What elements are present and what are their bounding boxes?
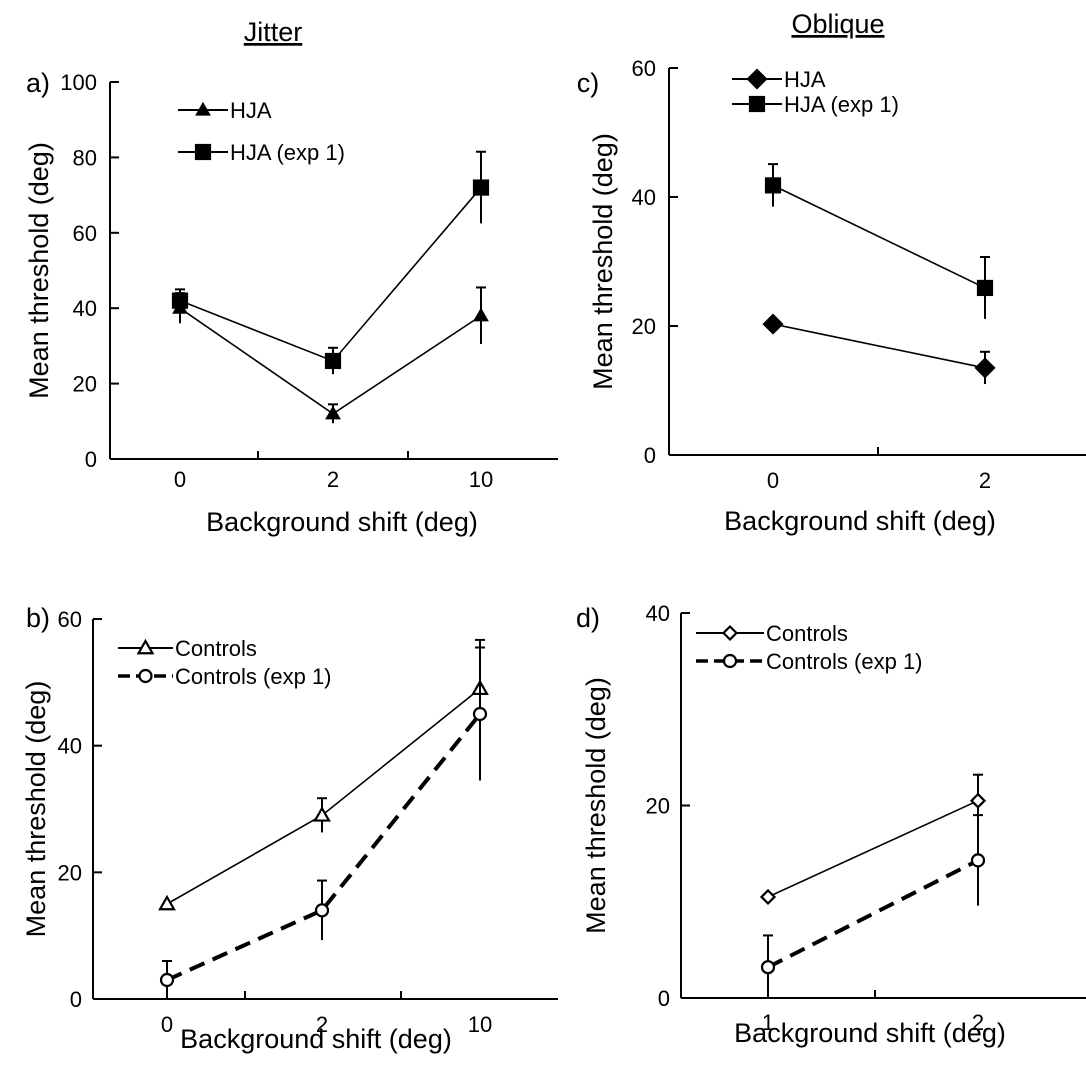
y-tick-label: 40 <box>632 185 656 210</box>
series-0 <box>762 313 996 385</box>
x-axis-label: Background shift (deg) <box>734 1018 1006 1048</box>
legend-label: Controls (exp 1) <box>175 664 332 689</box>
legend-label: HJA (exp 1) <box>784 92 899 117</box>
y-tick-label: 20 <box>73 372 97 397</box>
x-tick-label: 10 <box>468 1012 492 1037</box>
series-1 <box>171 150 490 375</box>
legend-marker <box>721 624 739 642</box>
series-1 <box>764 163 994 319</box>
legend-label: HJA <box>784 67 826 92</box>
legend-marker <box>138 668 153 684</box>
legend-marker <box>722 653 738 669</box>
panel-letter: d) <box>576 603 600 633</box>
x-axis-label: Background shift (deg) <box>180 1024 452 1054</box>
y-tick-label: 20 <box>58 860 82 885</box>
data-point <box>159 972 175 988</box>
y-tick-label: 20 <box>646 794 670 819</box>
x-tick-label: 1 <box>762 1010 774 1035</box>
legend-label: Controls (exp 1) <box>766 649 923 674</box>
x-tick-label: 2 <box>979 468 991 493</box>
series-line <box>772 184 986 289</box>
data-point <box>976 279 994 297</box>
data-point <box>472 706 488 722</box>
x-tick-label: 2 <box>327 467 339 492</box>
y-tick-label: 0 <box>85 447 97 472</box>
data-point <box>158 894 176 911</box>
series-line <box>767 858 979 969</box>
column-title-oblique: Oblique <box>791 9 884 39</box>
data-point <box>472 179 490 196</box>
y-axis-label: Mean threshold (deg) <box>21 681 51 938</box>
data-point <box>764 177 782 194</box>
panel-b: b) 0 20 40 60 0 2 10 Background shift (deg) Mean … <box>21 603 558 1054</box>
y-tick-label: 40 <box>646 601 670 626</box>
data-point <box>974 357 996 379</box>
panel-c: c) 0 20 40 60 0 2 Background shift (deg) Mean th… <box>577 56 1086 536</box>
legend-marker <box>748 95 766 113</box>
data-point <box>171 292 189 309</box>
legend-marker <box>195 101 211 116</box>
legend-label: HJA <box>230 98 272 123</box>
x-tick-label: 2 <box>972 1010 984 1035</box>
x-axis-label: Background shift (deg) <box>206 507 478 537</box>
x-tick-label: 0 <box>161 1012 173 1037</box>
panel-letter: a) <box>26 68 50 98</box>
series-line <box>772 323 986 369</box>
data-point <box>760 960 776 975</box>
y-tick-label: 20 <box>632 314 656 339</box>
data-point <box>969 792 987 809</box>
y-tick-label: 0 <box>658 986 670 1011</box>
y-axis-label: Mean threshold (deg) <box>24 142 54 399</box>
data-point <box>970 853 986 868</box>
data-point <box>314 903 330 918</box>
data-point <box>762 313 784 335</box>
x-axis-label: Background shift (deg) <box>724 506 996 536</box>
data-point <box>324 352 342 370</box>
legend-marker <box>136 638 155 655</box>
data-point <box>759 888 777 905</box>
series-0 <box>759 773 987 905</box>
y-tick-label: 60 <box>58 607 82 632</box>
series-1 <box>159 646 488 999</box>
y-axis-label: Mean threshold (deg) <box>588 133 618 390</box>
panel-letter: c) <box>577 68 600 98</box>
legend-label: HJA (exp 1) <box>230 140 345 165</box>
x-tick-label: 0 <box>767 468 779 493</box>
y-tick-label: 60 <box>73 221 97 246</box>
column-title-jitter: Jitter <box>244 17 303 47</box>
series-line <box>166 712 482 982</box>
data-point <box>325 405 341 420</box>
y-tick-label: 40 <box>73 296 97 321</box>
x-tick-label: 0 <box>174 467 186 492</box>
legend-label: Controls <box>766 621 848 646</box>
legend-marker <box>194 143 212 161</box>
legend-marker <box>746 68 768 90</box>
y-tick-label: 40 <box>58 734 82 759</box>
y-axis-label: Mean threshold (deg) <box>581 677 611 934</box>
panel-letter: b) <box>26 603 50 633</box>
series-line <box>767 799 979 898</box>
series-line <box>166 688 481 905</box>
y-tick-label: 0 <box>644 443 656 468</box>
x-tick-label: 2 <box>316 1012 328 1037</box>
series-line <box>179 187 482 362</box>
y-tick-label: 0 <box>70 987 82 1012</box>
panel-a: a) 0 20 40 60 80 100 0 2 10 Background shift (deg)… <box>24 68 558 537</box>
data-point <box>473 307 489 322</box>
y-tick-label: 80 <box>73 145 97 170</box>
series-1 <box>760 814 986 999</box>
legend-label: Controls <box>175 636 257 661</box>
data-point <box>313 806 331 822</box>
y-tick-label: 60 <box>632 56 656 81</box>
y-tick-label: 100 <box>60 70 97 95</box>
x-tick-label: 10 <box>469 467 493 492</box>
